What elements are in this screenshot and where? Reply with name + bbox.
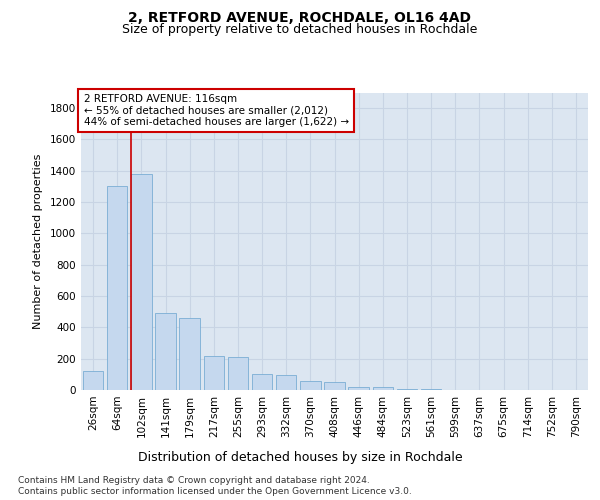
Bar: [349, 387, 369, 390]
Text: 2 RETFORD AVENUE: 116sqm
← 55% of detached houses are smaller (2,012)
44% of sem: 2 RETFORD AVENUE: 116sqm ← 55% of detach…: [83, 94, 349, 127]
Y-axis label: Number of detached properties: Number of detached properties: [33, 154, 43, 329]
Text: 2, RETFORD AVENUE, ROCHDALE, OL16 4AD: 2, RETFORD AVENUE, ROCHDALE, OL16 4AD: [128, 11, 472, 25]
Text: Distribution of detached houses by size in Rochdale: Distribution of detached houses by size …: [137, 451, 463, 464]
Bar: [227, 357, 248, 390]
Bar: [421, 389, 442, 390]
Bar: [397, 389, 417, 390]
Bar: [276, 375, 296, 390]
Bar: [324, 382, 345, 390]
Bar: [252, 374, 272, 390]
Bar: [131, 174, 152, 390]
Text: Contains public sector information licensed under the Open Government Licence v3: Contains public sector information licen…: [18, 488, 412, 496]
Bar: [107, 186, 127, 390]
Bar: [83, 371, 103, 390]
Text: Size of property relative to detached houses in Rochdale: Size of property relative to detached ho…: [122, 22, 478, 36]
Text: Contains HM Land Registry data © Crown copyright and database right 2024.: Contains HM Land Registry data © Crown c…: [18, 476, 370, 485]
Bar: [373, 388, 393, 390]
Bar: [179, 318, 200, 390]
Bar: [155, 314, 176, 390]
Bar: [300, 382, 320, 390]
Bar: [203, 356, 224, 390]
